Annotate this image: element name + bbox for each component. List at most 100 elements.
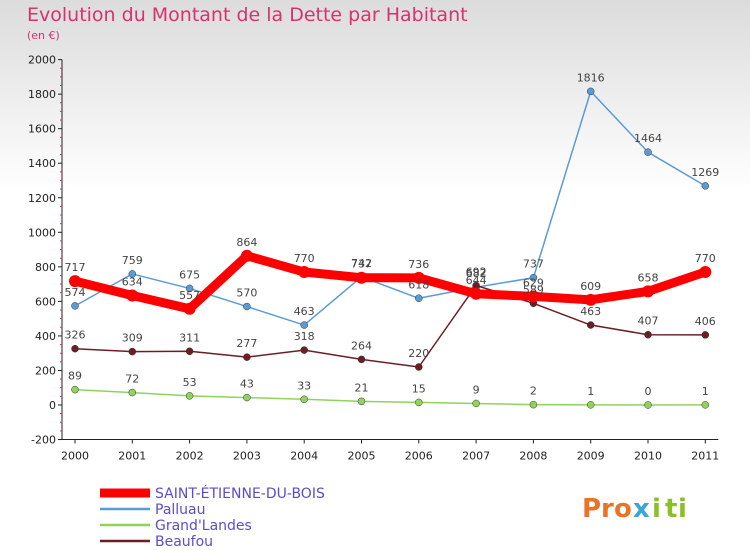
brand-letter: r (601, 494, 614, 524)
data-point (128, 388, 137, 397)
data-point (586, 401, 595, 409)
data-point (470, 287, 483, 300)
data-label: 570 (236, 287, 257, 300)
data-point (183, 302, 196, 315)
data-label: 407 (638, 315, 659, 328)
data-point (243, 353, 251, 361)
y-tick-label: 600 (35, 295, 56, 308)
data-label: 629 (523, 276, 544, 289)
data-point (357, 397, 366, 406)
data-label: 737 (523, 258, 544, 271)
data-label: 33 (297, 379, 311, 392)
data-point (529, 400, 538, 409)
data-label: 675 (179, 268, 200, 281)
data-label: 644 (466, 274, 487, 287)
x-tick-label: 2010 (634, 450, 662, 463)
data-label: 864 (236, 236, 257, 249)
series-line-2 (74, 388, 707, 406)
data-label: 21 (355, 381, 369, 394)
data-point (415, 398, 423, 407)
data-point (699, 266, 712, 279)
data-label: 589 (523, 283, 544, 296)
x-tick-label: 2009 (577, 450, 605, 463)
data-label: 277 (236, 337, 257, 350)
data-label: 609 (580, 280, 601, 293)
x-tick-label: 2006 (405, 450, 433, 463)
data-label: 618 (408, 278, 429, 291)
data-label: 574 (65, 286, 86, 299)
data-point (355, 271, 368, 284)
data-point (644, 148, 652, 156)
data-label: 43 (240, 378, 254, 391)
y-tick-label: 200 (35, 364, 56, 377)
brand-letter: t (665, 494, 677, 524)
x-tick-label: 2007 (462, 450, 490, 463)
data-label: 72 (125, 373, 139, 386)
data-point (185, 284, 194, 293)
data-label: 770 (695, 252, 716, 265)
data-label: 1464 (634, 132, 662, 145)
brand-letter: i (652, 494, 661, 524)
chart-title: Evolution du Montant de la Dette par Hab… (27, 4, 468, 26)
data-point (415, 363, 423, 371)
data-point (527, 290, 540, 303)
data-point (415, 294, 423, 303)
series-line-1 (74, 90, 707, 326)
data-label: 1269 (691, 166, 719, 179)
data-label: 309 (122, 332, 143, 345)
data-point (298, 266, 311, 279)
data-label: 463 (294, 305, 315, 318)
chart-subtitle: (en €) (27, 29, 60, 42)
data-label: 736 (408, 258, 429, 271)
data-point (240, 249, 253, 262)
data-point (300, 346, 308, 354)
y-tick-label: 800 (35, 261, 56, 274)
x-tick-label: 2000 (61, 450, 89, 463)
legend-label: SAINT-ÉTIENNE-DU-BOIS (155, 485, 325, 502)
y-tick-label: -200 (31, 434, 56, 447)
brand-letter: x (633, 494, 650, 524)
data-label: 53 (183, 376, 197, 389)
data-point (128, 270, 137, 278)
x-tick-label: 2002 (176, 450, 204, 463)
data-label: 634 (122, 276, 143, 289)
data-point (584, 293, 597, 306)
data-label: 463 (580, 305, 601, 318)
x-tick-label: 2005 (348, 450, 376, 463)
data-label: 220 (408, 347, 429, 360)
data-label: 0 (645, 385, 652, 398)
y-tick-label: 0 (49, 399, 56, 412)
x-tick-label: 2001 (118, 450, 146, 463)
y-tick-label: 1400 (28, 157, 56, 170)
legend-label: Grand'Landes (155, 518, 252, 534)
data-label: 682 (466, 267, 487, 280)
data-point (701, 401, 710, 409)
legend-label: Beaufou (155, 534, 213, 550)
data-label: 692 (466, 265, 487, 278)
data-point (71, 385, 79, 394)
data-label: 15 (412, 382, 426, 395)
y-tick-label: 400 (35, 330, 56, 343)
data-label: 326 (65, 329, 86, 342)
data-point (243, 302, 251, 311)
data-point (185, 347, 194, 356)
data-point (128, 347, 137, 356)
data-point (644, 330, 652, 339)
brand-letter: i (678, 494, 687, 524)
data-point (644, 401, 652, 409)
data-point (701, 331, 710, 339)
x-tick-label: 2011 (691, 450, 719, 463)
data-label: 264 (351, 339, 372, 352)
data-label: 658 (638, 271, 659, 284)
data-point (412, 271, 425, 284)
x-tick-label: 2004 (290, 450, 318, 463)
data-point (243, 393, 251, 402)
data-point (69, 275, 81, 288)
data-label: 742 (351, 257, 372, 270)
data-label: 717 (65, 261, 86, 274)
series-line-3 (74, 284, 707, 368)
data-point (586, 87, 595, 96)
data-label: 1816 (577, 71, 605, 84)
legend-label: Palluau (155, 502, 206, 518)
